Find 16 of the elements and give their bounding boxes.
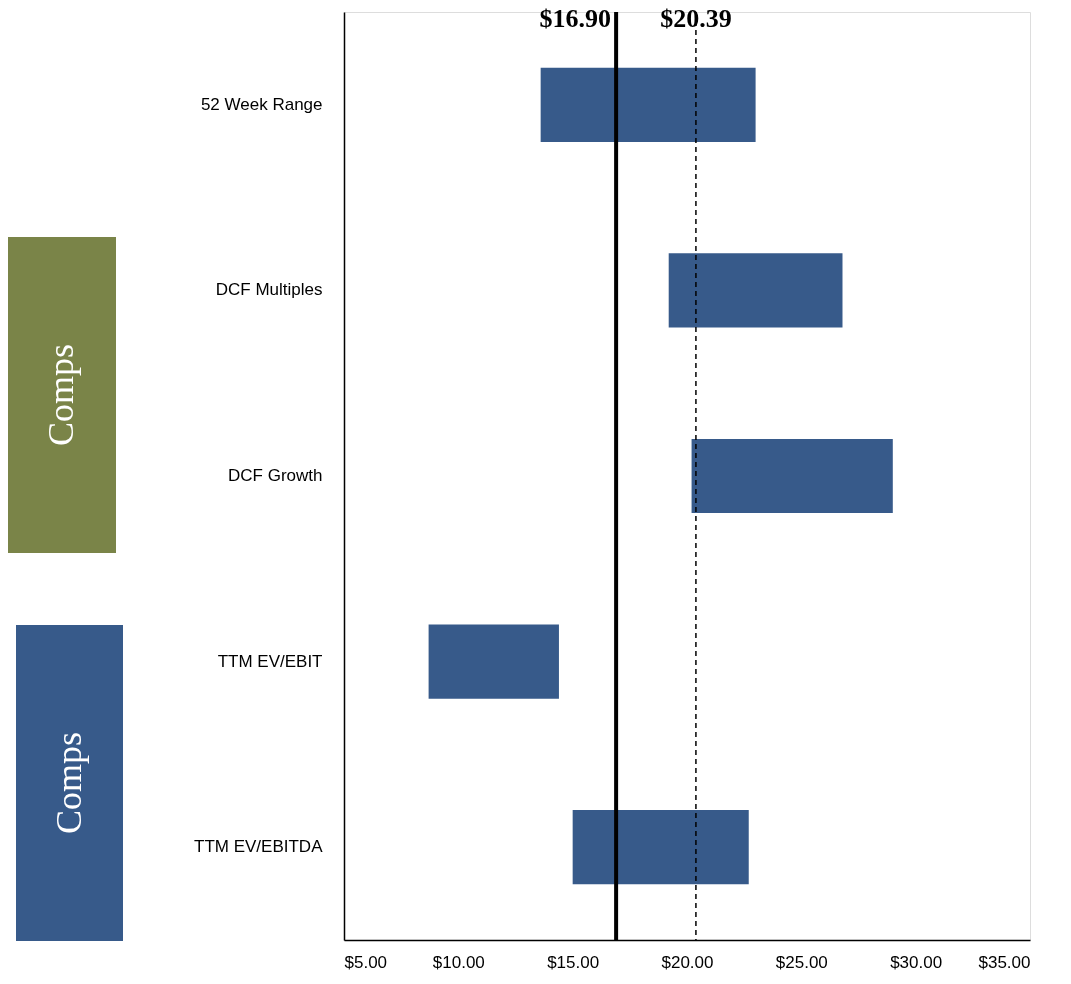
y-tick-label: TTM EV/EBITDA — [194, 837, 324, 857]
x-tick-label: $20.00 — [661, 952, 714, 972]
x-tick-label: $30.00 — [890, 952, 943, 972]
y-tick-label: 52 Week Range — [200, 94, 323, 114]
ref-line-label: $20.39 — [660, 4, 732, 33]
x-tick-label: $15.00 — [547, 952, 600, 972]
ref-line-label: $16.90 — [539, 4, 612, 33]
y-tick-label: DCF Multiples — [215, 280, 323, 300]
text: Comps — [48, 731, 89, 835]
x-tick-label: $35.00 — [978, 952, 1031, 972]
y-tick-label: TTM EV/EBIT — [217, 651, 323, 671]
y-tick-label: DCF Growth — [228, 466, 323, 485]
x-tick-label: $5.00 — [344, 952, 388, 972]
x-tick-label: $10.00 — [432, 952, 485, 972]
x-tick-label: $25.00 — [775, 952, 828, 972]
text: Comps — [41, 343, 81, 447]
